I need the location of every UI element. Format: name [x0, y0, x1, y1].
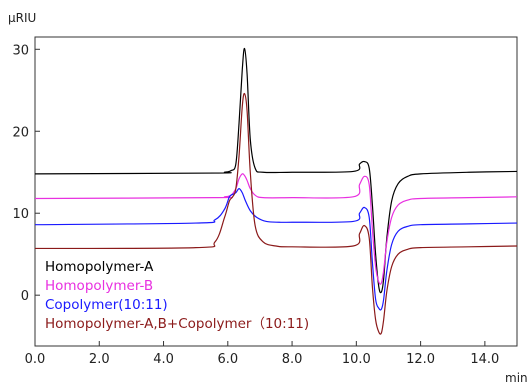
- x-tick-label: 4.0: [153, 352, 174, 367]
- x-axis-unit-label: min: [505, 371, 528, 383]
- x-tick-label: 6.0: [217, 352, 238, 367]
- x-tick-label: 2.0: [89, 352, 110, 367]
- legend-entry-1: Homopolymer-A: [45, 259, 154, 275]
- y-tick-label: 10: [12, 207, 29, 222]
- legend-entry-4: Homopolymer-A,B+Copolymer（10:11): [45, 316, 309, 332]
- series-line-3: [34, 188, 518, 311]
- legend-entry-2: Homopolymer-B: [45, 278, 153, 294]
- x-tick-label: 12.0: [406, 352, 435, 367]
- y-axis-unit-label: μRIU: [8, 11, 36, 25]
- x-tick-label: 10.0: [342, 352, 371, 367]
- legend: Homopolymer-A Homopolymer-B Copolymer(10:1…: [45, 259, 309, 332]
- x-tick-label: 14.0: [470, 352, 499, 367]
- legend-entry-3: Copolymer(10:11): [45, 297, 168, 313]
- y-axis: 0 10 20 30: [12, 43, 40, 304]
- y-tick-label: 0: [21, 289, 29, 304]
- x-tick-label: 0.0: [25, 352, 46, 367]
- series-line-1: [34, 47, 518, 294]
- x-axis: 0.0 2.0 4.0 6.0 8.0 10.0 12.0 14.0: [25, 341, 499, 367]
- y-tick-label: 30: [12, 43, 29, 58]
- plot-frame: [34, 36, 518, 347]
- series-lines: [34, 47, 518, 335]
- y-tick-label: 20: [12, 125, 29, 140]
- series-line-4: [34, 92, 518, 335]
- x-tick-label: 8.0: [282, 352, 303, 367]
